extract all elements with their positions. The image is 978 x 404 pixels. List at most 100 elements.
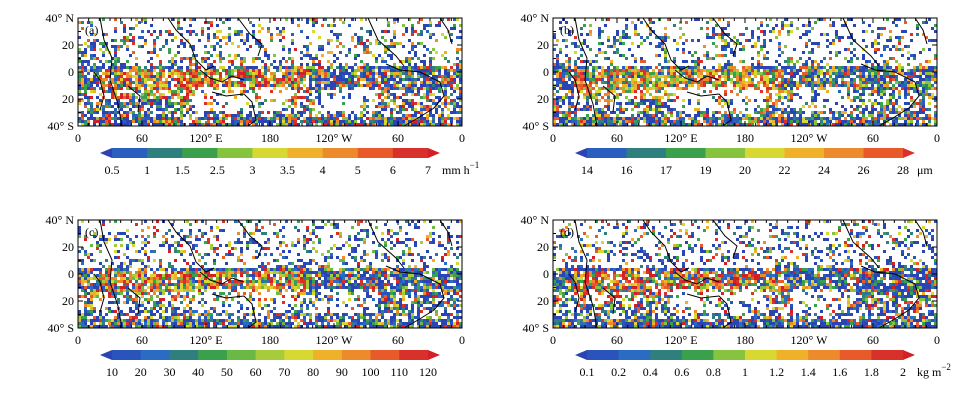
colorbar: 14 16 17 19 20 22 24 26 28 μm <box>575 148 933 177</box>
colorbar-swatch <box>713 350 746 360</box>
colorbar: 0.5 1 1.5 2.5 3 3.5 4 5 6 7 mm h−1 <box>100 148 479 177</box>
colorbar-label: 17 <box>660 163 672 177</box>
lat-tick-label: 20 <box>537 294 549 308</box>
colorbar-label: 1.8 <box>864 365 879 379</box>
map-area <box>552 219 938 329</box>
colorbar-label: 120 <box>419 365 437 379</box>
lon-tick-label: 180 <box>261 333 279 347</box>
coastlines <box>568 219 928 329</box>
colorbar-label: 50 <box>221 365 233 379</box>
colorbar-swatch <box>650 350 683 360</box>
map-area <box>552 17 938 127</box>
lon-tick-label: 60 <box>867 333 879 347</box>
colorbar-label: 10 <box>106 365 118 379</box>
colorbar-swatch <box>745 148 785 158</box>
panel-tag: (c) <box>85 225 98 239</box>
map-area <box>77 17 463 127</box>
lon-tick-label: 0 <box>459 131 465 145</box>
colorbar-label: 60 <box>250 365 262 379</box>
colorbar-label: 3.5 <box>280 163 295 177</box>
lat-tick-label: 40° S <box>48 321 74 335</box>
colorbar-swatch <box>863 148 904 158</box>
colorbar-swatch <box>587 148 627 158</box>
lon-tick-label: 60 <box>611 131 623 145</box>
lon-tick-label: 120° E <box>189 131 222 145</box>
colorbar-swatch <box>666 148 706 158</box>
colorbar-label: 2 <box>900 365 906 379</box>
colorbar-swatch <box>681 350 714 360</box>
colorbar-label: 40 <box>192 365 204 379</box>
lon-tick-label: 180 <box>736 333 754 347</box>
colorbar-label: 0.5 <box>105 163 120 177</box>
lat-tick-label: 20 <box>62 38 74 52</box>
lon-tick-label: 180 <box>736 131 754 145</box>
lon-tick-label: 120° W <box>316 131 354 145</box>
lon-tick-label: 60 <box>136 333 148 347</box>
colorbar-label: 2.5 <box>210 163 225 177</box>
colorbar-label: 1.2 <box>769 365 784 379</box>
lat-tick-label: 20 <box>537 92 549 106</box>
colorbar-label: 19 <box>700 163 712 177</box>
colorbar-label: 90 <box>336 365 348 379</box>
colorbar-label: 24 <box>818 163 830 177</box>
lat-tick-label: 0 <box>543 65 549 79</box>
colorbar-label: 0.6 <box>674 365 689 379</box>
colorbar-swatch <box>824 148 864 158</box>
lat-tick-label: 40° S <box>523 321 549 335</box>
colorbar-label: 22 <box>779 163 791 177</box>
lat-tick-label: 40° S <box>523 119 549 133</box>
lat-tick-label: 20 <box>537 240 549 254</box>
colorbar-label: 16 <box>621 163 633 177</box>
colorbar-swatch <box>112 148 148 158</box>
colorbar-swatch <box>198 350 228 360</box>
colorbar-label: 110 <box>390 365 408 379</box>
colorbar-label: 14 <box>581 163 593 177</box>
colorbar-swatch <box>626 148 667 158</box>
lat-tick-label: 0 <box>68 65 74 79</box>
lon-tick-label: 120° E <box>189 333 222 347</box>
data-field <box>78 220 462 328</box>
lat-tick-label: 0 <box>543 267 549 281</box>
panel-tag: (d) <box>560 225 574 239</box>
lat-tick-label: 40° N <box>46 213 75 227</box>
colorbar-swatch <box>284 350 314 360</box>
lat-axis: 40° N 20 0 20 40° S <box>46 213 462 335</box>
colorbar-swatch <box>287 148 324 158</box>
colorbar-label: 80 <box>307 365 319 379</box>
lon-tick-label: 120° E <box>664 333 697 347</box>
data-field <box>78 18 462 126</box>
colorbar-swatch <box>322 148 359 158</box>
colorbar-label: 6 <box>390 163 396 177</box>
colorbar-label: 5 <box>355 163 361 177</box>
lon-tick-label: 0 <box>75 131 81 145</box>
colorbar-unit: kg m−2 <box>917 362 951 379</box>
lon-tick-label: 180 <box>261 131 279 145</box>
lon-tick-label: 60 <box>392 333 404 347</box>
lon-tick-label: 60 <box>611 333 623 347</box>
colorbar-swatch <box>112 350 142 360</box>
colorbar-label: 7 <box>425 163 431 177</box>
colorbar-label: 4 <box>320 163 326 177</box>
map-panel-c: 40° N 20 0 20 40° S 0 60 120° E 180 120° W 60 0 (c) 1… <box>0 202 489 404</box>
colorbar-swatch <box>255 350 285 360</box>
colorbar: 0.1 0.2 0.4 0.6 0.8 1 1.2 1.4 1.6 1.8 2 kg m−2 <box>575 350 951 379</box>
colorbar-label: 26 <box>858 163 870 177</box>
colorbar-swatch <box>217 148 253 158</box>
colorbar-swatch <box>147 148 183 158</box>
colorbar-label: 1.4 <box>801 365 816 379</box>
lon-tick-label: 120° E <box>664 131 697 145</box>
colorbar-swatch <box>776 350 809 360</box>
lon-axis: 0 60 120° E 180 120° W 60 0 <box>75 220 465 347</box>
lat-axis: 40° N 20 0 20 40° S <box>521 213 937 335</box>
lat-tick-label: 40° N <box>521 213 550 227</box>
lat-tick-label: 40° N <box>46 11 75 25</box>
colorbar-swatch <box>370 350 400 360</box>
data-field <box>553 18 937 126</box>
lon-tick-label: 0 <box>934 131 940 145</box>
lat-tick-label: 20 <box>537 38 549 52</box>
colorbar-swatch <box>587 350 620 360</box>
colorbar-swatch <box>399 350 429 360</box>
colorbar-swatch <box>871 350 904 360</box>
